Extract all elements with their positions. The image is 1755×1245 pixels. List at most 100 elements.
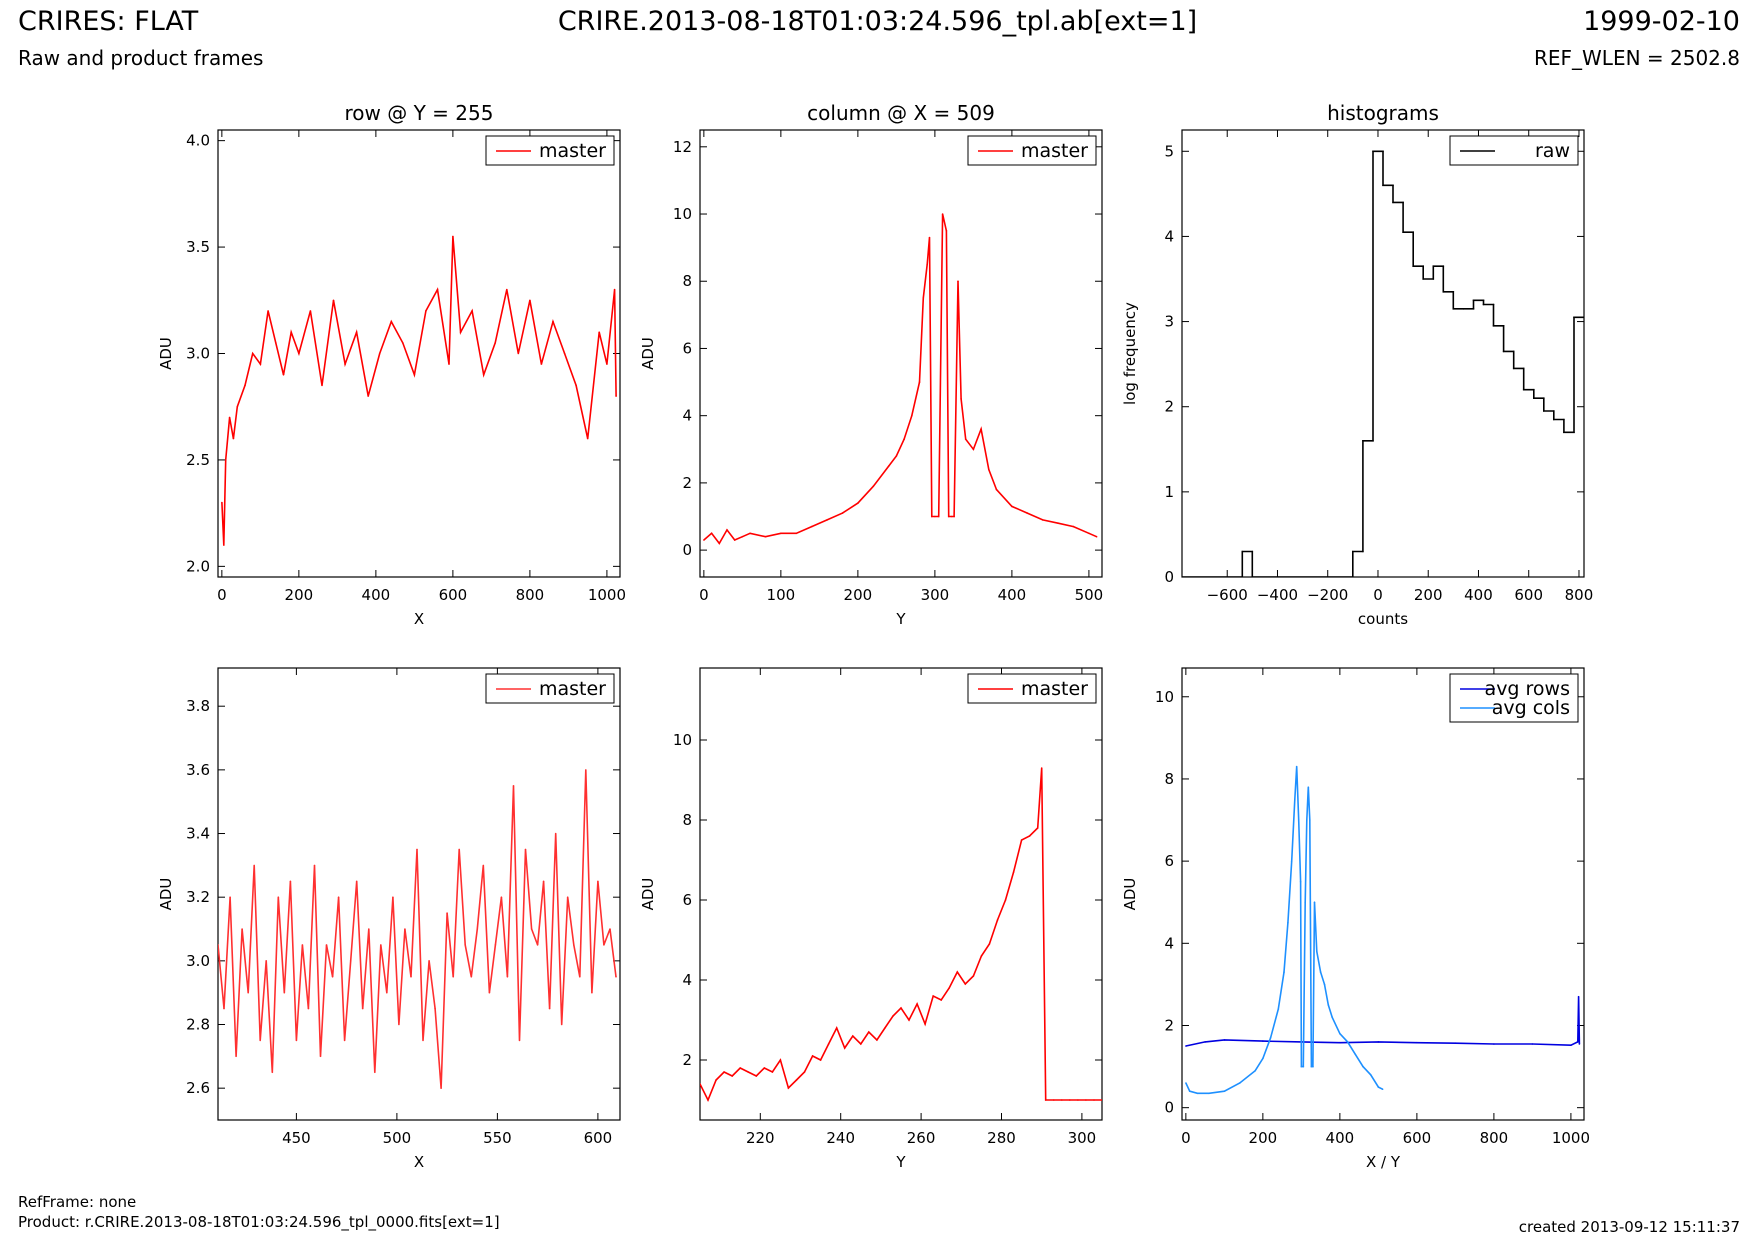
data-point <box>1241 550 1244 553</box>
x-tick-label: 600 <box>584 1129 613 1147</box>
data-point <box>223 1007 225 1010</box>
data-point <box>860 1043 862 1045</box>
data-point <box>464 944 467 946</box>
data-point <box>236 405 239 408</box>
data-point <box>573 944 575 946</box>
product-label: Product: r.CRIRE.2013-08-18T01:03:24.596… <box>18 1213 500 1231</box>
data-point <box>560 1023 563 1026</box>
data-point <box>872 485 875 488</box>
data-point <box>283 991 286 994</box>
data-point <box>843 1047 846 1049</box>
data-point <box>1412 231 1414 233</box>
x-tick-label: −200 <box>1307 586 1348 604</box>
data-point <box>1482 303 1485 306</box>
series-line-raw <box>1182 150 1584 577</box>
data-point <box>422 1039 424 1042</box>
data-point <box>1277 1008 1280 1010</box>
data-point <box>448 363 450 365</box>
data-point <box>964 438 967 441</box>
data-point <box>980 955 983 957</box>
plot-title: row @ Y = 255 <box>345 101 494 125</box>
y-tick-label: 8 <box>682 272 692 290</box>
y-tick-label: 3.0 <box>186 345 210 363</box>
data-point <box>1262 1040 1264 1042</box>
data-point <box>586 437 589 440</box>
y-tick-label: 2 <box>682 474 692 492</box>
data-point <box>1493 1043 1495 1045</box>
x-tick-label: 1000 <box>588 586 626 604</box>
x-tick-label: 600 <box>1514 586 1543 604</box>
plot-frame-3 <box>1181 129 1585 578</box>
data-point <box>1026 512 1029 514</box>
data-point <box>452 235 454 238</box>
data-point <box>700 1083 701 1085</box>
data-point <box>972 448 975 451</box>
data-point <box>1196 1092 1199 1095</box>
data-point <box>585 769 587 771</box>
data-point <box>1040 767 1043 769</box>
data-point <box>957 280 959 283</box>
y-tick-label: 3.4 <box>186 825 210 843</box>
data-point <box>1262 1057 1264 1060</box>
y-tick-label: 2 <box>1164 1016 1174 1034</box>
data-point <box>265 960 268 962</box>
y-tick-label: 6 <box>1164 852 1174 870</box>
data-point <box>1352 550 1354 553</box>
data-point <box>731 1075 733 1077</box>
y-tick-label: 3.0 <box>186 952 210 970</box>
data-point <box>1392 201 1394 204</box>
y-tick-label: 10 <box>673 205 692 223</box>
data-point <box>1402 201 1404 204</box>
data-point <box>819 1059 822 1061</box>
data-point <box>434 1007 436 1010</box>
data-point <box>718 542 721 545</box>
data-point <box>319 1055 322 1058</box>
x-tick-label: 0 <box>1181 1129 1191 1147</box>
data-point <box>852 1035 854 1037</box>
data-point <box>259 363 262 365</box>
data-point <box>613 288 616 291</box>
data-point <box>344 363 346 365</box>
data-point <box>1422 278 1424 280</box>
data-point <box>1416 1041 1418 1044</box>
data-point <box>575 384 577 387</box>
data-point <box>259 1039 262 1042</box>
data-point <box>244 384 246 387</box>
x-axis-label: Y <box>895 1153 906 1171</box>
data-point <box>332 299 335 302</box>
y-tick-label: 10 <box>1155 688 1174 706</box>
data-point <box>1020 839 1023 841</box>
x-tick-label: 280 <box>987 1129 1016 1147</box>
data-point <box>1004 899 1007 901</box>
data-point <box>282 374 285 376</box>
plot-frame-6 <box>1181 667 1585 1121</box>
data-point <box>934 515 936 518</box>
created-label: created 2013-09-12 15:11:37 <box>1518 1218 1740 1236</box>
data-point <box>1354 1053 1357 1056</box>
data-point <box>733 539 736 541</box>
data-point <box>471 310 473 312</box>
data-point <box>1381 1088 1384 1090</box>
data-point <box>554 832 557 835</box>
data-point <box>552 320 554 323</box>
data-point <box>1309 819 1311 821</box>
x-tick-label: 600 <box>439 586 468 604</box>
data-point <box>795 532 798 535</box>
date-label: 1999-02-10 <box>1583 6 1740 37</box>
legend-label: master <box>539 140 606 162</box>
data-point <box>530 928 533 930</box>
data-point <box>368 928 370 930</box>
data-point <box>741 535 744 538</box>
data-point <box>1072 525 1075 528</box>
data-point <box>251 352 254 355</box>
data-point <box>951 515 953 518</box>
data-point <box>1578 1043 1581 1045</box>
data-point <box>771 1071 774 1073</box>
data-point <box>267 310 269 312</box>
data-point <box>1339 1041 1341 1044</box>
data-point <box>763 1067 766 1069</box>
y-tick-label: 6 <box>682 891 692 909</box>
x-tick-label: 500 <box>1075 586 1104 604</box>
data-point <box>1331 1016 1333 1019</box>
data-point <box>787 1087 790 1089</box>
